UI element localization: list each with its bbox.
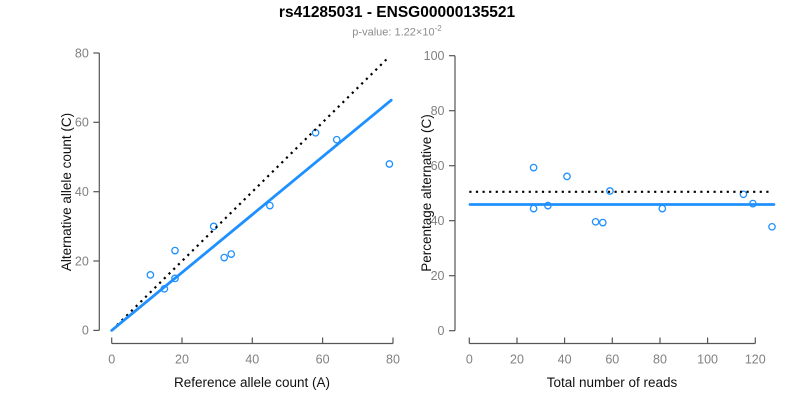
regression-line (110, 98, 393, 332)
pvalue-text: p-value: 1.22×10 (352, 26, 435, 39)
data-point (332, 135, 341, 144)
x-tick-label: 40 (558, 353, 572, 367)
x-tick-label: 20 (175, 353, 189, 367)
data-point (739, 190, 748, 199)
left-scatter-panel: 0 20 40 60 80 0 20 40 60 80 (75, 46, 400, 366)
y-tick-label: 60 (431, 159, 445, 173)
data-point (598, 218, 607, 227)
right-scatter-panel: 0 20 40 60 80 100 0 20 40 60 80 100 120 (424, 49, 776, 367)
y-tick-label: 20 (431, 269, 445, 283)
data-point (591, 217, 600, 226)
x-tick-label: 40 (245, 353, 259, 367)
data-point (529, 204, 538, 213)
x-tick-label: 120 (745, 353, 766, 367)
data-point (171, 246, 179, 255)
right-y-axis-title: Percentage alternative (C) (419, 114, 434, 272)
x-tick-label: 100 (697, 353, 718, 367)
data-point (385, 160, 394, 168)
y-tick-label: 80 (431, 104, 445, 118)
y-tick-label: 80 (75, 46, 89, 60)
y-tick-label: 100 (424, 49, 445, 63)
data-point (220, 253, 229, 262)
data-point (658, 204, 667, 213)
y-tick-label: 40 (75, 185, 89, 199)
x-tick-label: 60 (605, 353, 619, 367)
data-point (768, 222, 776, 231)
data-point (266, 201, 274, 210)
identity-line (116, 57, 389, 326)
figure-subtitle: p-value: 1.22×10-2 (0, 24, 794, 39)
figure-title: rs41285031 - ENSG00000135521 (278, 4, 516, 21)
data-point (606, 187, 614, 195)
x-tick-label: 0 (466, 353, 473, 367)
y-tick-label: 40 (431, 214, 445, 228)
right-x-axis-title: Total number of reads (547, 375, 678, 390)
data-point (529, 163, 538, 172)
data-point (563, 172, 571, 181)
x-tick-label: 80 (653, 353, 667, 367)
pvalue-exponent: -2 (434, 24, 442, 33)
x-tick-label: 60 (316, 353, 330, 367)
left-y-axis-title: Alternative allele count (C) (59, 113, 74, 271)
x-tick-label: 0 (108, 353, 115, 367)
x-tick-label: 80 (386, 353, 400, 367)
y-tick-label: 60 (75, 116, 89, 130)
data-point (227, 250, 236, 258)
left-x-axis-title: Reference allele count (A) (174, 375, 330, 390)
data-point (171, 274, 179, 283)
y-tick-label: 0 (82, 324, 89, 338)
data-point (146, 271, 155, 279)
y-tick-label: 0 (438, 324, 445, 338)
x-tick-label: 20 (510, 353, 524, 367)
y-tick-label: 20 (75, 254, 89, 268)
